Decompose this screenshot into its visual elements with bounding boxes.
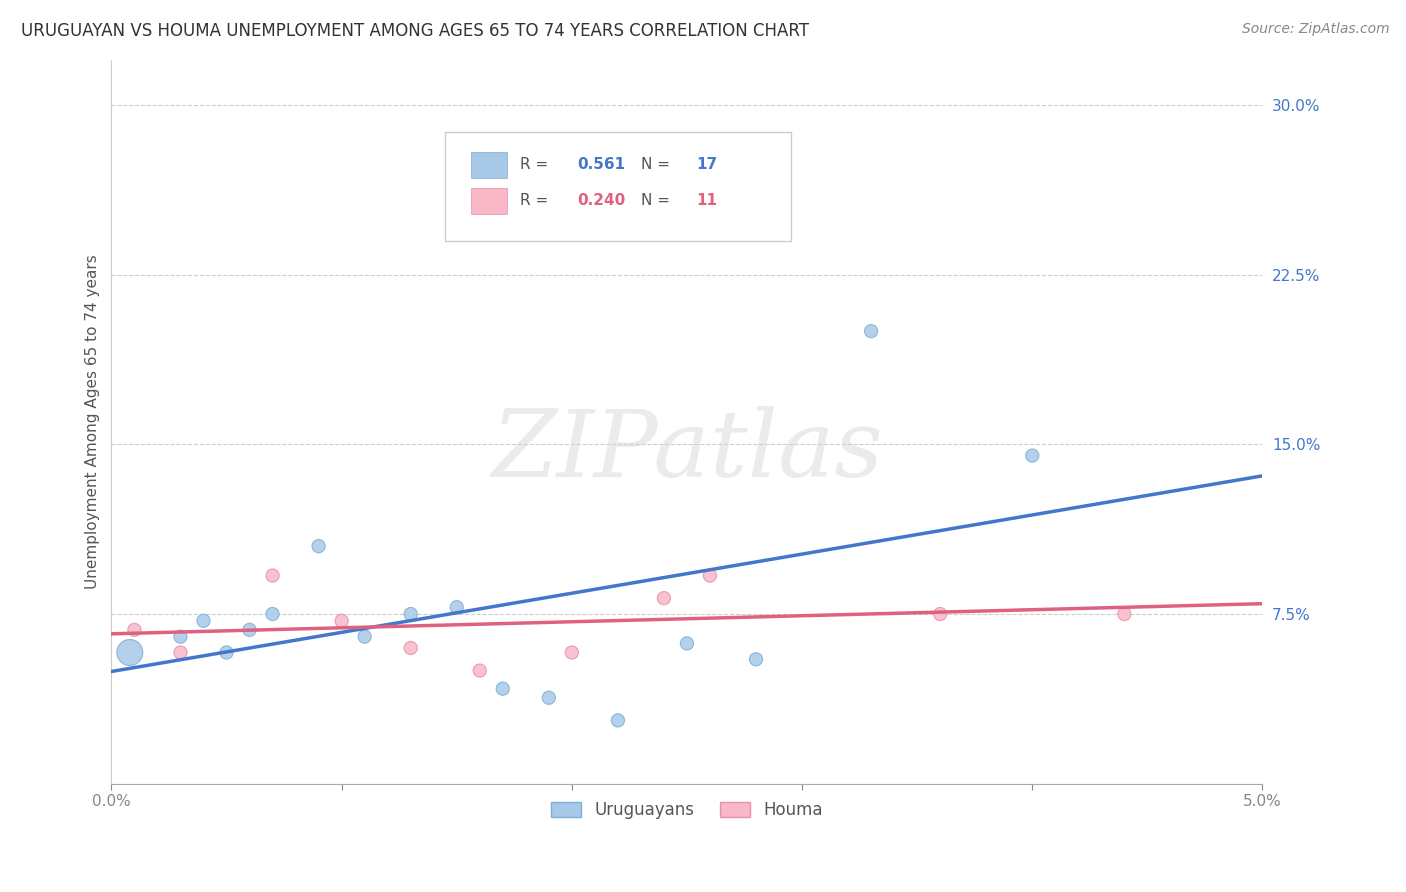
Point (262, 607, 284, 621)
Point (537, 690, 560, 705)
Point (468, 664, 491, 678)
Point (238, 623, 260, 637)
Point (118, 645, 141, 659)
Text: N =: N = (641, 194, 675, 209)
Point (652, 591, 675, 606)
Text: Source: ZipAtlas.com: Source: ZipAtlas.com (1241, 22, 1389, 37)
Text: R =: R = (520, 157, 553, 172)
Point (308, 539, 330, 553)
Point (606, 714, 628, 728)
Point (124, 623, 146, 637)
Point (492, 681, 515, 696)
Point (699, 568, 721, 582)
Point (1021, 449, 1043, 463)
Y-axis label: Unemployment Among Ages 65 to 74 years: Unemployment Among Ages 65 to 74 years (86, 254, 100, 589)
Text: ZIPatlas: ZIPatlas (491, 406, 883, 496)
Point (353, 630, 375, 644)
Point (561, 645, 583, 659)
Text: 0.561: 0.561 (578, 157, 626, 172)
Point (193, 614, 215, 628)
Point (446, 600, 468, 615)
Point (262, 568, 284, 582)
Text: N =: N = (641, 157, 675, 172)
Text: R =: R = (520, 194, 553, 209)
FancyBboxPatch shape (446, 132, 790, 241)
Point (399, 607, 422, 621)
Point (860, 324, 883, 338)
Point (169, 645, 191, 659)
Text: 0.240: 0.240 (578, 194, 626, 209)
Text: URUGUAYAN VS HOUMA UNEMPLOYMENT AMONG AGES 65 TO 74 YEARS CORRELATION CHART: URUGUAYAN VS HOUMA UNEMPLOYMENT AMONG AG… (21, 22, 808, 40)
Point (215, 645, 238, 659)
Text: 11: 11 (696, 194, 717, 209)
FancyBboxPatch shape (471, 152, 508, 178)
Text: 17: 17 (696, 157, 717, 172)
Point (169, 630, 191, 644)
FancyBboxPatch shape (471, 188, 508, 214)
Point (745, 652, 768, 666)
Point (330, 614, 353, 628)
Point (676, 636, 699, 650)
Point (929, 607, 952, 621)
Legend: Uruguayans, Houma: Uruguayans, Houma (544, 795, 830, 826)
Point (1114, 607, 1136, 621)
Point (399, 640, 422, 655)
